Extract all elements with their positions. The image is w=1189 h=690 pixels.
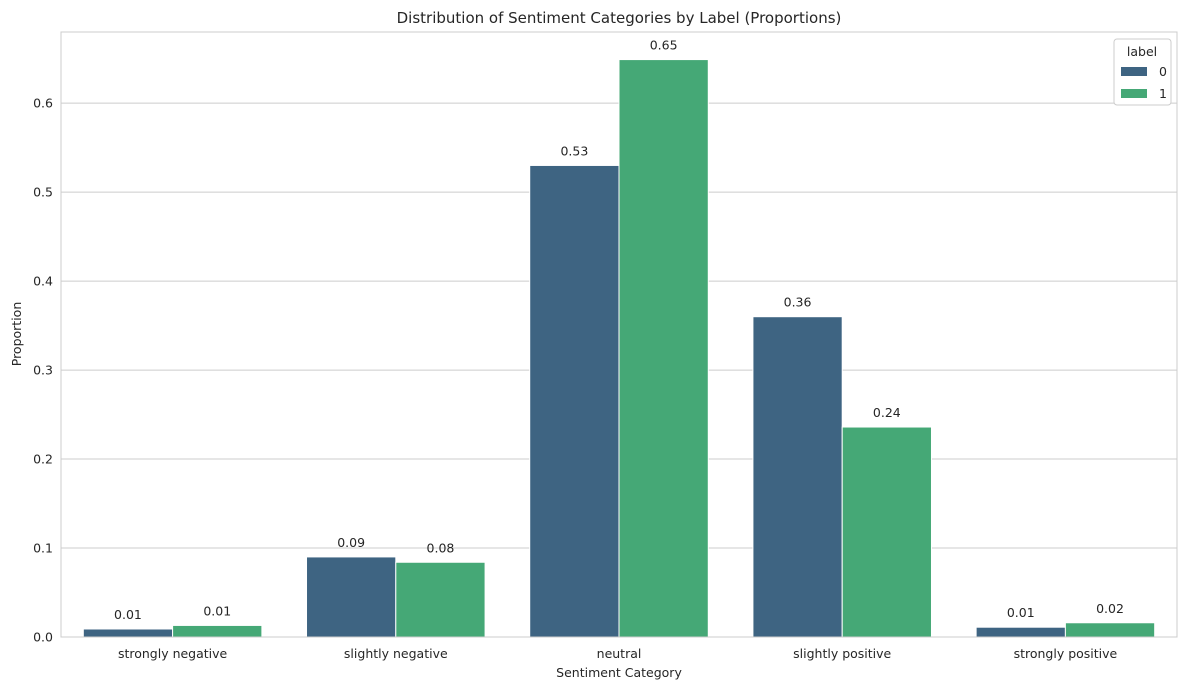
bar-value-label: 0.24: [873, 405, 901, 420]
plot-frame: [60, 31, 1178, 638]
bar-series-0-1: [306, 556, 397, 638]
legend-swatch-1: [1121, 89, 1147, 98]
bar-value-label: 0.65: [650, 38, 678, 53]
x-tick-label: slightly negative: [344, 646, 448, 661]
x-axis-label: Sentiment Category: [556, 665, 682, 680]
legend-label-0: 0: [1159, 64, 1167, 79]
bar-series-0-4: [975, 626, 1066, 638]
y-tick-label: 0.3: [33, 363, 53, 378]
bar-value-label: 0.53: [560, 143, 588, 158]
x-tick-label: strongly positive: [1014, 646, 1118, 661]
bar-value-label: 0.02: [1096, 601, 1124, 616]
bar-series-1-0: [172, 624, 263, 638]
legend-title: label: [1127, 44, 1157, 59]
bar-series-1-2: [618, 59, 709, 638]
bar-series-0-3: [752, 316, 843, 638]
legend-swatch-0: [1121, 67, 1147, 76]
x-tick-label: strongly negative: [118, 646, 228, 661]
legend: label 0 1: [1113, 38, 1172, 106]
chart-title: Distribution of Sentiment Categories by …: [397, 9, 842, 27]
bar-series-1-1: [395, 561, 486, 638]
bar-series-1-3: [841, 426, 932, 638]
bar-value-label: 0.36: [784, 295, 812, 310]
x-tick-label: slightly positive: [793, 646, 891, 661]
bar-series-0-0: [82, 628, 174, 638]
x-axis-ticks: strongly negative slightly negative neutra…: [118, 646, 1118, 661]
bar-series-0-2: [529, 164, 620, 638]
bar-value-label: 0.01: [114, 607, 142, 622]
y-axis-label: Proportion: [9, 302, 24, 367]
y-tick-label: 0.2: [33, 452, 53, 467]
y-tick-label: 0.0: [33, 630, 53, 645]
bar-value-label: 0.09: [337, 535, 365, 550]
y-axis-ticks: 0.0 0.1 0.2 0.3 0.4 0.5 0.6: [33, 96, 53, 645]
bar-labels: 0.01 0.09 0.53 0.36 0.01 0.01 0.08 0.65 0.24 0.02: [114, 38, 1124, 622]
bar-value-label: 0.01: [1007, 605, 1035, 620]
bars: [82, 59, 1156, 638]
bar-value-label: 0.01: [203, 603, 231, 618]
y-tick-label: 0.1: [33, 541, 53, 556]
legend-label-1: 1: [1159, 86, 1167, 101]
y-tick-label: 0.5: [33, 185, 53, 200]
bar-series-1-4: [1064, 622, 1156, 638]
x-tick-label: neutral: [597, 646, 642, 661]
y-tick-label: 0.6: [33, 96, 53, 111]
y-tick-label: 0.4: [33, 274, 53, 289]
bar-value-label: 0.08: [427, 540, 455, 555]
